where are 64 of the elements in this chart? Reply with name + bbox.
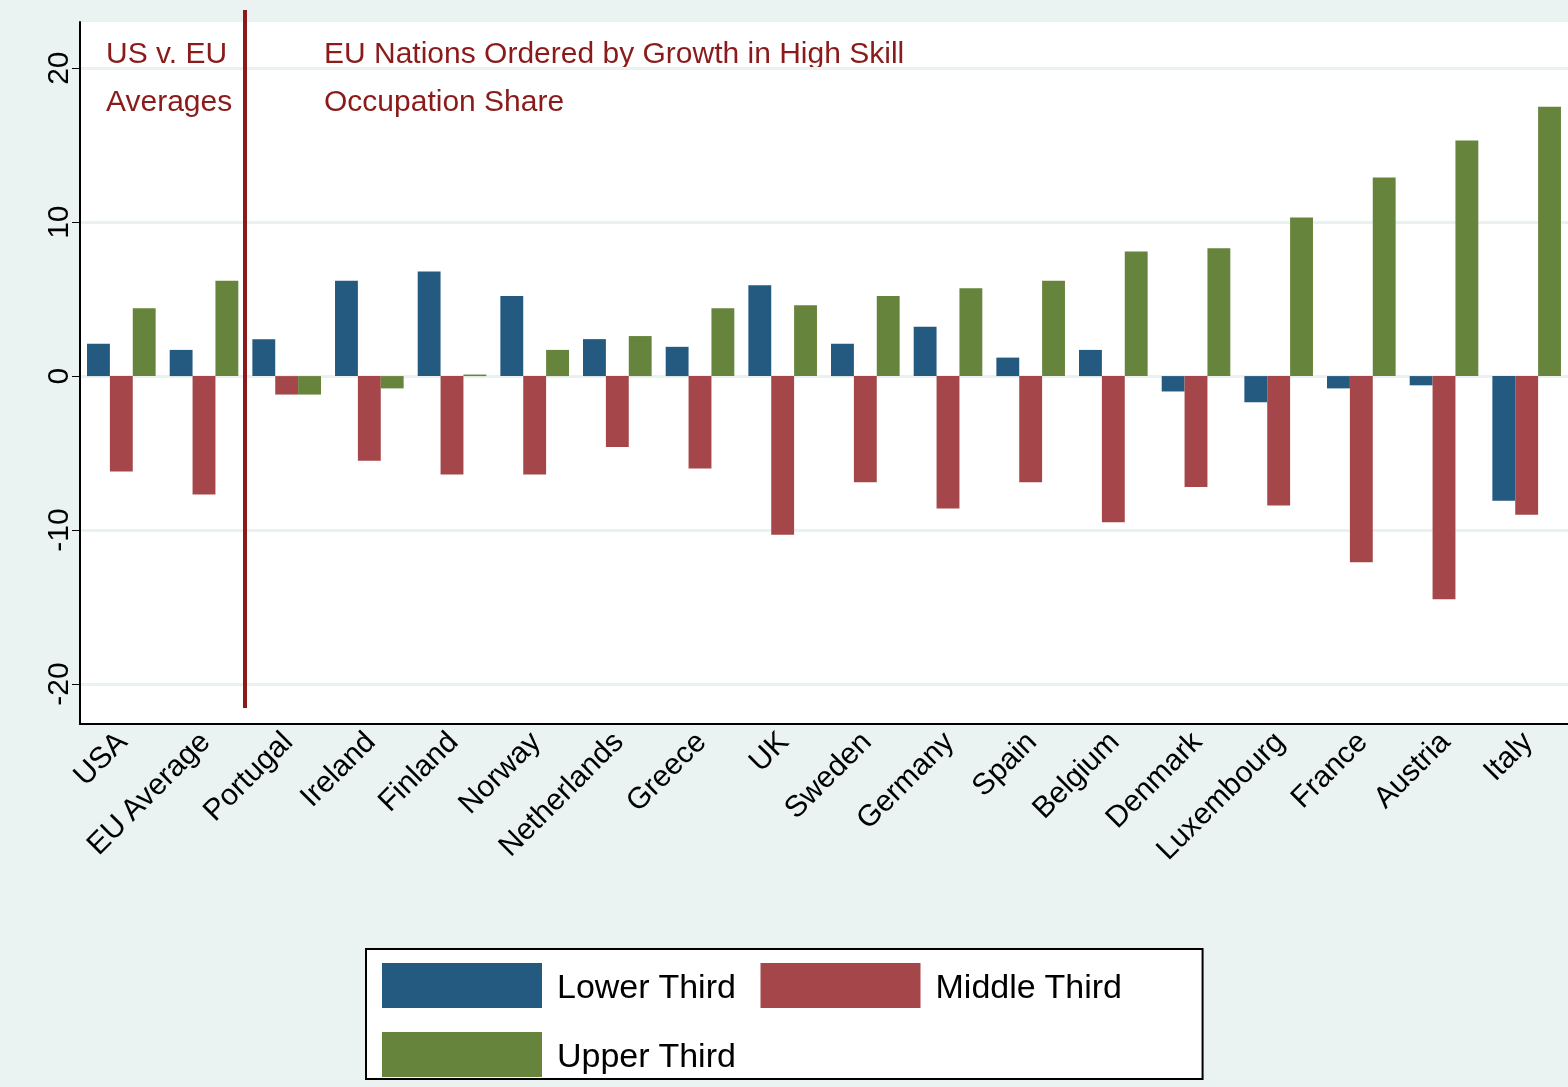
bar [748, 285, 772, 377]
bar [335, 280, 358, 377]
bar [169, 349, 193, 377]
bar [546, 349, 569, 377]
y-tick-label: 0 [40, 367, 74, 385]
bar [583, 339, 606, 377]
legend-label: Middle Third [935, 966, 1122, 1005]
bar [959, 288, 983, 377]
bar [996, 357, 1020, 377]
bar [876, 296, 900, 377]
bar [298, 376, 321, 395]
bar [357, 376, 381, 461]
bar [1042, 280, 1065, 377]
bar [936, 376, 960, 509]
bar [1349, 376, 1373, 563]
bar [771, 376, 795, 535]
bar [1409, 376, 1433, 386]
annotation: EU Nations Ordered by Growth in High Skill Occupation Share [324, 35, 905, 117]
bar [628, 336, 652, 377]
bar [605, 376, 629, 447]
bar [380, 376, 404, 389]
bar [1244, 376, 1268, 403]
bar [1492, 376, 1516, 501]
bar [711, 308, 735, 377]
legend-label: Upper Third [557, 1035, 736, 1074]
bar [523, 376, 547, 475]
bar [1124, 251, 1148, 377]
bar [1432, 376, 1456, 600]
bar [1538, 106, 1561, 377]
bar [831, 343, 854, 377]
x-tick-label: Italy [1476, 724, 1539, 787]
bar [192, 376, 216, 495]
bar [215, 280, 239, 377]
bar [794, 305, 817, 377]
bar [688, 376, 712, 469]
legend-label: Lower Third [557, 966, 736, 1005]
bar [109, 376, 133, 472]
bar [1455, 140, 1479, 377]
bar [500, 296, 524, 377]
bar [87, 343, 110, 377]
bar [252, 339, 276, 377]
bar [913, 326, 937, 377]
bar [417, 271, 441, 377]
bar [275, 376, 299, 395]
y-tick-label: 20 [40, 51, 74, 85]
bar [1019, 376, 1043, 483]
bar [132, 308, 156, 377]
y-tick-label: -20 [40, 662, 74, 706]
bar [1267, 376, 1291, 506]
annotation: US v. EU Averages [106, 35, 233, 117]
bar [1161, 376, 1185, 392]
bar [1079, 349, 1102, 377]
y-tick-label: 10 [40, 205, 74, 239]
y-tick-label: -10 [40, 508, 74, 552]
bar [853, 376, 877, 483]
bar [1372, 177, 1396, 377]
bar [1290, 217, 1313, 377]
bar [440, 376, 464, 475]
bar [665, 346, 689, 377]
bar [1101, 376, 1125, 523]
bar [1515, 376, 1539, 515]
bar [1184, 376, 1208, 487]
bar [1327, 376, 1350, 389]
bar [1207, 248, 1231, 377]
